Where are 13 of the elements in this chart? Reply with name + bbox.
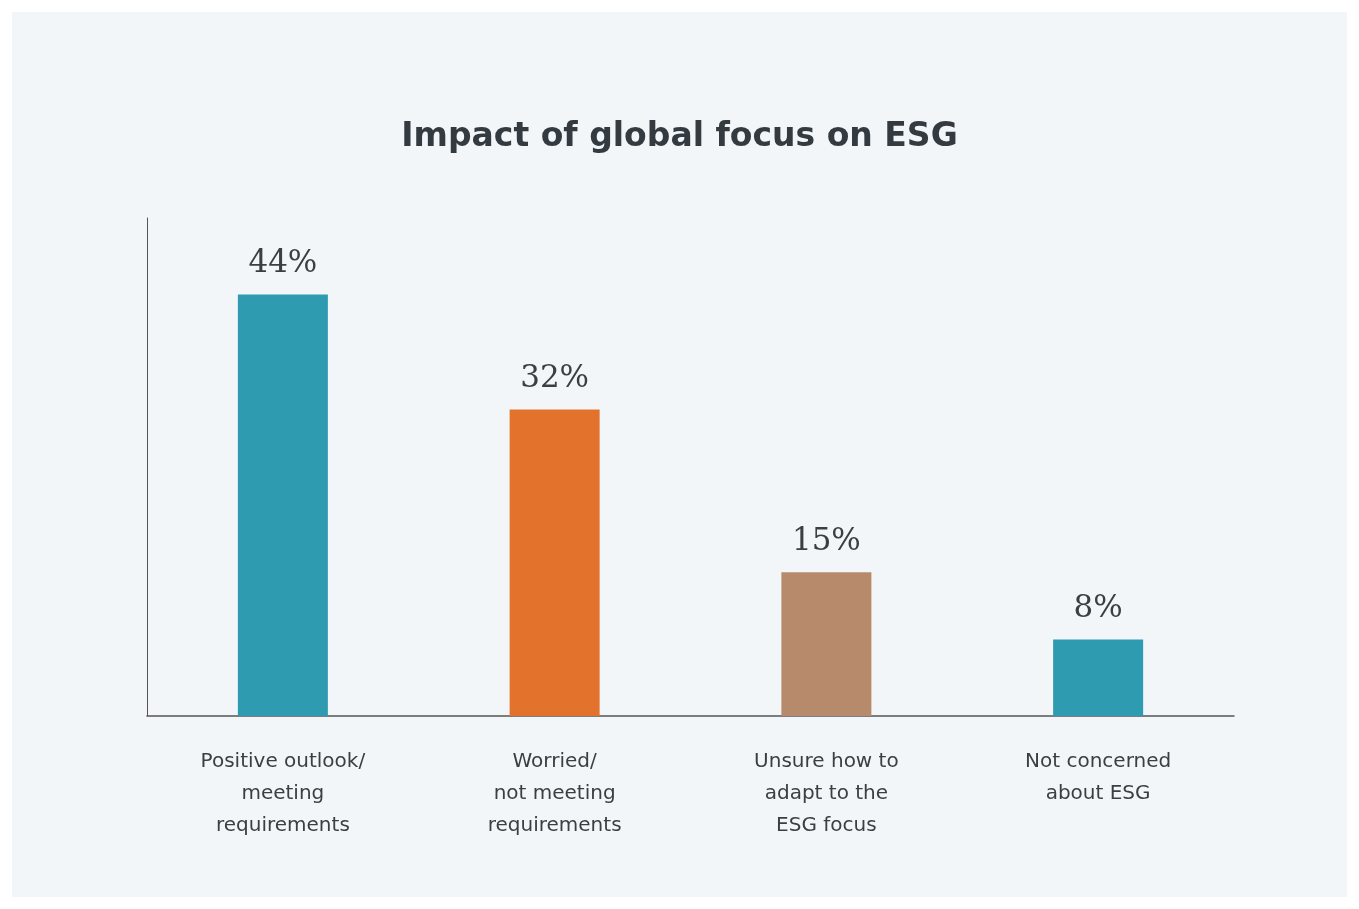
data-label: 44% — [248, 243, 318, 280]
bar — [509, 409, 600, 716]
x-tick-label: Not concerned about ESG — [1025, 748, 1172, 804]
data-label: 8% — [1073, 587, 1123, 624]
x-tick-label: Positive outlook/ meeting requirements — [200, 748, 366, 836]
bar — [781, 572, 872, 716]
data-label: 32% — [520, 358, 590, 395]
chart-title: Impact of global focus on ESG — [401, 115, 958, 154]
x-tick-label: Unsure how to adapt to the ESG focus — [754, 748, 899, 836]
bar — [237, 294, 328, 716]
data-label: 15% — [791, 520, 861, 557]
bar — [1053, 639, 1144, 716]
x-tick-label: Worried/ not meeting requirements — [487, 748, 622, 836]
